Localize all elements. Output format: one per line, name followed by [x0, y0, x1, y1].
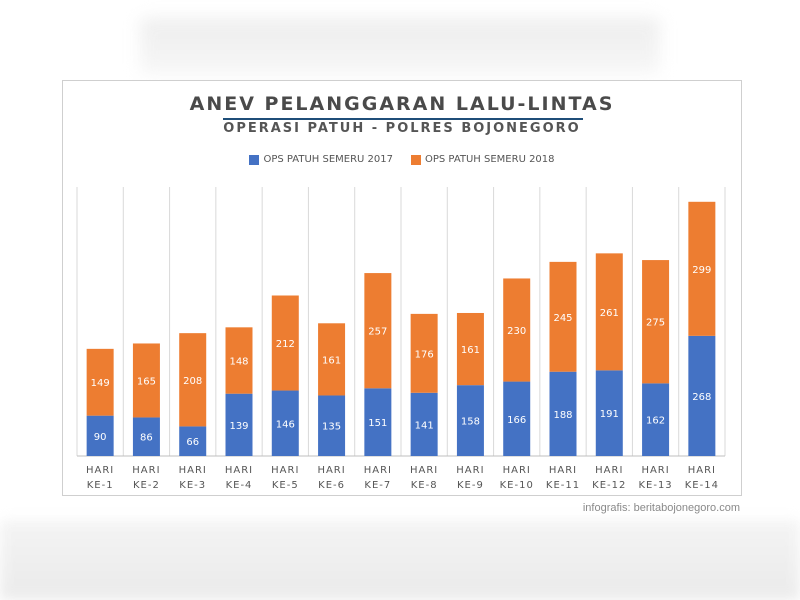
- data-label-2018-13: 275: [646, 318, 665, 329]
- legend-item-2017: OPS PATUH SEMERU 2017: [249, 154, 393, 165]
- x-tick-label: KE-6: [318, 480, 345, 491]
- data-label-2018-1: 149: [91, 378, 110, 389]
- bar-2017-10: [503, 381, 531, 456]
- bar-2018-11: [549, 261, 577, 372]
- data-label-2018-14: 299: [692, 265, 711, 276]
- bar-2018-9: [456, 312, 484, 386]
- data-label-2017-6: 135: [322, 422, 341, 433]
- bar-2017-1: [86, 415, 114, 456]
- source-credit: infografis: beritabojonegoro.com: [582, 502, 740, 514]
- x-tick-label: HARI: [503, 465, 531, 476]
- bar-2017-12: [595, 370, 623, 456]
- x-tick-label: HARI: [364, 465, 392, 476]
- chart-card: ANEV PELANGGARAN LALU-LINTAS OPERASI PAT…: [62, 80, 742, 496]
- x-tick-label: KE-4: [226, 480, 253, 491]
- bar-2018-6: [318, 323, 346, 396]
- blurred-header: [140, 18, 660, 74]
- x-tick-label: KE-5: [272, 480, 299, 491]
- x-tick-label: KE-10: [500, 480, 534, 491]
- x-tick-label: KE-3: [179, 480, 206, 491]
- x-tick-label: KE-9: [457, 480, 484, 491]
- bar-2017-13: [642, 383, 670, 456]
- x-tick-label: HARI: [271, 465, 299, 476]
- data-label-2017-12: 191: [600, 409, 619, 420]
- bar-2017-11: [549, 371, 577, 456]
- bar-2018-10: [503, 278, 531, 382]
- legend-swatch-2018: [411, 154, 421, 165]
- data-label-2018-2: 165: [137, 376, 156, 387]
- bar-2018-4: [225, 327, 253, 394]
- legend-label-2018: OPS PATUH SEMERU 2018: [425, 154, 555, 165]
- chart-title: ANEV PELANGGARAN LALU-LINTAS: [189, 93, 615, 115]
- x-tick-label: HARI: [688, 465, 716, 476]
- x-tick-label: HARI: [225, 465, 253, 476]
- x-tick-label: KE-1: [87, 480, 114, 491]
- x-tick-label: HARI: [456, 465, 484, 476]
- bar-chart: 90 149 HARI KE-1 86 165 HARI KE-2 66 208 HARI KE-3 1…: [76, 187, 726, 491]
- x-tick-label: KE-13: [638, 480, 672, 491]
- legend-item-2018: OPS PATUH SEMERU 2018: [411, 154, 555, 165]
- data-label-2017-14: 268: [692, 392, 711, 403]
- x-tick-label: KE-14: [685, 480, 719, 491]
- data-label-2017-5: 146: [276, 419, 295, 430]
- x-tick-label: HARI: [410, 465, 438, 476]
- data-label-2017-7: 151: [368, 418, 387, 429]
- data-label-2018-4: 148: [229, 357, 248, 368]
- x-tick-label: KE-7: [364, 480, 391, 491]
- data-label-2017-13: 162: [646, 416, 665, 427]
- title-underline: [223, 118, 583, 120]
- data-label-2018-9: 161: [461, 345, 480, 356]
- x-tick-label: HARI: [595, 465, 623, 476]
- bar-2017-7: [364, 388, 392, 456]
- data-label-2018-7: 257: [368, 327, 387, 338]
- x-tick-label: HARI: [179, 465, 207, 476]
- bar-2018-14: [688, 201, 716, 336]
- x-tick-label: HARI: [86, 465, 114, 476]
- data-label-2018-12: 261: [600, 308, 619, 319]
- bar-2018-13: [642, 260, 670, 384]
- x-tick-label: HARI: [549, 465, 577, 476]
- x-tick-label: KE-12: [592, 480, 626, 491]
- bar-2017-9: [456, 385, 484, 456]
- bar-2017-8: [410, 392, 438, 456]
- data-label-2017-8: 141: [415, 420, 434, 431]
- x-tick-label: HARI: [641, 465, 669, 476]
- x-tick-label: HARI: [317, 465, 345, 476]
- data-label-2018-3: 208: [183, 376, 202, 387]
- bar-2018-2: [132, 343, 160, 418]
- bar-2018-8: [410, 313, 438, 393]
- blurred-footer: [0, 520, 800, 600]
- bar-2018-7: [364, 273, 392, 389]
- chart-legend: OPS PATUH SEMERU 2017 OPS PATUH SEMERU 2…: [63, 154, 741, 165]
- x-tick-label: KE-11: [546, 480, 580, 491]
- x-tick-label: KE-8: [411, 480, 438, 491]
- data-label-2018-8: 176: [415, 349, 434, 360]
- data-label-2017-9: 158: [461, 417, 480, 428]
- data-label-2017-1: 90: [94, 432, 107, 443]
- chart-subtitle: OPERASI PATUH - POLRES BOJONEGORO: [223, 121, 581, 136]
- legend-swatch-2017: [249, 154, 260, 165]
- bar-2017-4: [225, 393, 253, 456]
- bar-2017-2: [132, 417, 160, 456]
- data-label-2017-2: 86: [140, 433, 153, 444]
- data-label-2018-5: 212: [276, 339, 295, 350]
- bar-2017-6: [318, 395, 346, 456]
- legend-label-2017: OPS PATUH SEMERU 2017: [263, 154, 393, 165]
- data-label-2017-10: 166: [507, 415, 526, 426]
- bar-2017-3: [179, 426, 207, 456]
- x-tick-label: KE-2: [133, 480, 160, 491]
- data-label-2017-11: 188: [553, 410, 572, 421]
- bar-2017-5: [271, 390, 299, 456]
- bar-2017-14: [688, 335, 716, 456]
- x-tick-label: HARI: [132, 465, 160, 476]
- bar-2018-5: [271, 295, 299, 391]
- data-label-2018-11: 245: [553, 313, 572, 324]
- data-label-2018-6: 161: [322, 355, 341, 366]
- bar-2018-12: [595, 253, 623, 371]
- bar-2018-1: [86, 348, 114, 416]
- data-label-2018-10: 230: [507, 326, 526, 337]
- data-label-2017-4: 139: [229, 421, 248, 432]
- bar-2018-3: [179, 333, 207, 427]
- data-label-2017-3: 66: [186, 437, 199, 448]
